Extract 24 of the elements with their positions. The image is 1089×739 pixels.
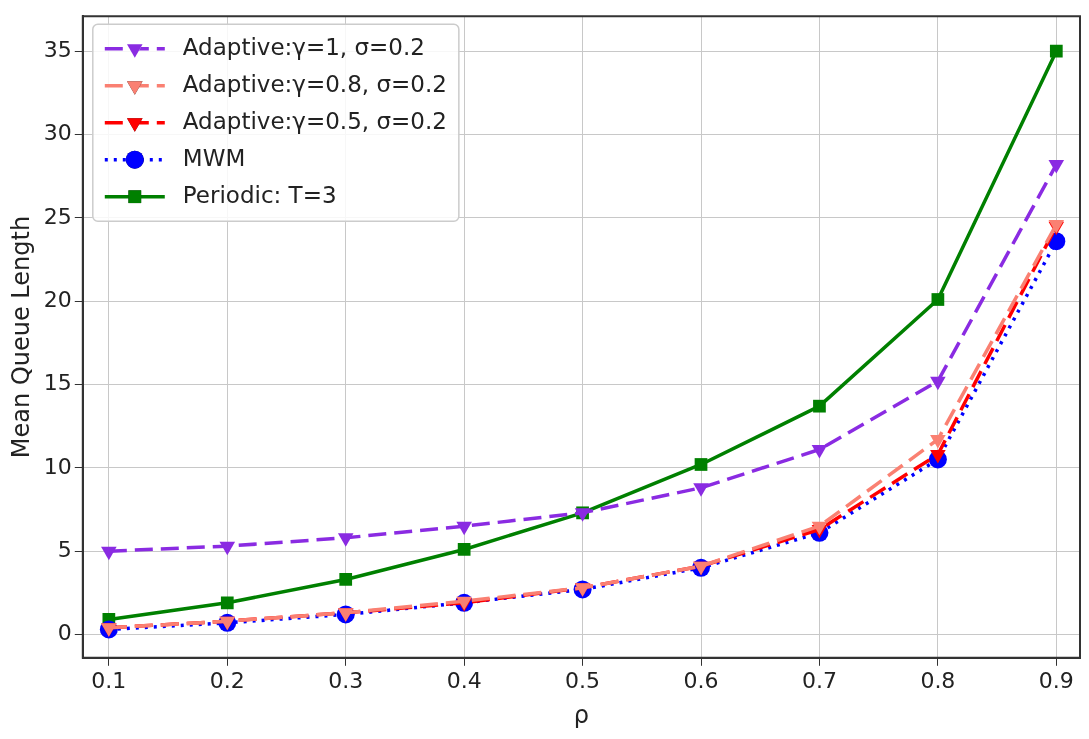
y-tick-label: 25 [43,203,72,229]
y-tick-label: 10 [43,453,72,479]
y-tick-label: 5 [57,536,72,562]
legend-label: Periodic: T=3 [182,181,337,208]
x-axis-title: ρ [573,700,590,729]
x-tick-label: 0.4 [446,667,482,693]
legend-label: Adaptive:γ=0.8, σ=0.2 [182,70,447,97]
x-tick-label: 0.6 [683,667,719,693]
y-tick-label: 35 [43,36,72,62]
legend-label: Adaptive:γ=0.5, σ=0.2 [182,107,447,134]
y-axis-title: Mean Queue Length [6,215,35,459]
x-tick-label: 0.7 [801,667,837,693]
y-tick-label: 15 [43,370,72,396]
legend-label: MWM [182,144,246,171]
y-tick-label: 30 [43,120,72,146]
x-tick-label: 0.5 [565,667,601,693]
x-tick-label: 0.3 [328,667,364,693]
y-tick-label: 20 [43,286,72,312]
legend-label: Adaptive:γ=1, σ=0.2 [182,33,425,60]
x-tick-label: 0.8 [920,667,956,693]
x-tick-label: 0.9 [1038,667,1074,693]
y-tick-label: 0 [57,620,72,646]
x-tick-label: 0.2 [209,667,245,693]
x-tick-label: 0.1 [91,667,127,693]
